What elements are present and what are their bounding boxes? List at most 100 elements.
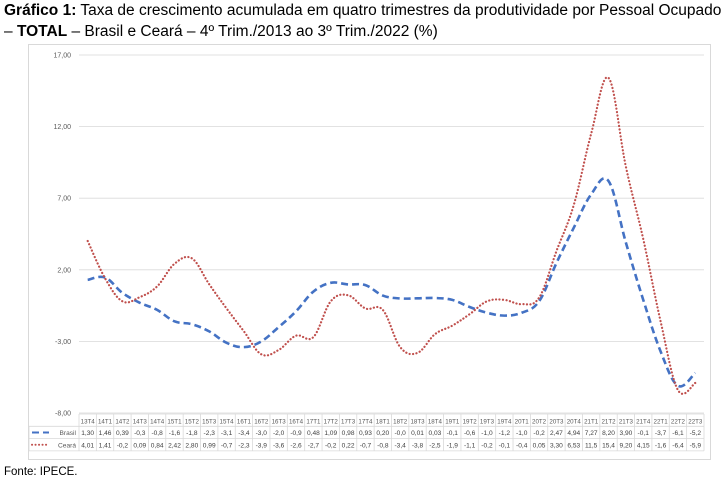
- x-tick-label: 18T2: [393, 418, 408, 425]
- data-label-brasil: -0,9: [290, 430, 302, 437]
- data-point-brasil: [243, 346, 245, 348]
- data-label-ceara: -0,7: [221, 442, 233, 449]
- data-point-ceara: [347, 294, 349, 296]
- x-tick-label: 15T3: [202, 418, 217, 425]
- data-label-ceara: -0,2: [117, 442, 129, 449]
- data-label-brasil: -0,0: [394, 430, 406, 437]
- x-tick-label: 19T1: [445, 418, 460, 425]
- data-point-ceara: [191, 257, 193, 259]
- legend-label-brasil: Brasil: [60, 430, 77, 437]
- x-tick-label: 18T4: [428, 418, 443, 425]
- data-label-brasil: -0,6: [464, 430, 476, 437]
- x-tick-label: 16T1: [237, 418, 252, 425]
- data-point-ceara: [104, 277, 106, 279]
- data-point-ceara: [607, 77, 609, 79]
- data-point-ceara: [677, 389, 679, 391]
- data-point-ceara: [312, 336, 314, 338]
- data-label-ceara: 3,30: [550, 442, 563, 449]
- data-label-brasil: -0,2: [533, 430, 545, 437]
- data-point-brasil: [590, 193, 592, 195]
- y-tick-label: 12,00: [53, 124, 71, 131]
- x-tick-label: 19T4: [497, 418, 512, 425]
- y-tick-label: -3,00: [55, 339, 71, 346]
- x-tick-label: 17T1: [306, 418, 321, 425]
- data-point-brasil: [434, 297, 436, 299]
- data-label-brasil: 0,39: [116, 430, 129, 437]
- data-point-brasil: [399, 297, 401, 299]
- x-tick-label: 14T4: [150, 418, 165, 425]
- data-point-brasil: [312, 290, 314, 292]
- caption-text-b: – Brasil e Ceará – 4º Trim./2013 ao 3º T…: [67, 23, 438, 40]
- data-label-ceara: -1,1: [464, 442, 476, 449]
- data-label-ceara: -2,5: [429, 442, 441, 449]
- data-point-brasil: [555, 262, 557, 264]
- data-point-ceara: [503, 299, 505, 301]
- data-label-brasil: -0,1: [447, 430, 459, 437]
- data-label-ceara: -2,7: [308, 442, 320, 449]
- data-point-brasil: [625, 241, 627, 243]
- caption-text-a: Taxa de crescimento acumulada em quatro …: [4, 2, 722, 40]
- data-label-ceara: -0,2: [325, 442, 337, 449]
- data-point-brasil: [694, 372, 696, 374]
- data-label-ceara: -3,4: [394, 442, 406, 449]
- data-label-ceara: 6,53: [567, 442, 580, 449]
- data-label-ceara: -2,3: [238, 442, 250, 449]
- data-label-brasil: 2,47: [550, 430, 563, 437]
- data-point-ceara: [468, 313, 470, 315]
- data-label-ceara: 0,84: [151, 442, 164, 449]
- source-note: Fonte: IPECE.: [4, 466, 78, 478]
- data-label-ceara: -3,8: [412, 442, 424, 449]
- data-point-brasil: [573, 226, 575, 228]
- data-label-ceara: -6,4: [672, 442, 684, 449]
- data-label-ceara: 0,09: [133, 442, 146, 449]
- x-tick-label: 19T3: [480, 418, 495, 425]
- data-point-ceara: [139, 296, 141, 298]
- data-point-brasil: [295, 310, 297, 312]
- data-label-brasil: 0,98: [342, 430, 355, 437]
- data-label-ceara: -0,2: [481, 442, 493, 449]
- series-line-brasil: [87, 176, 697, 388]
- x-tick-label: 22T3: [688, 418, 703, 425]
- x-tick-label: 17T4: [358, 418, 373, 425]
- data-label-brasil: -5,2: [690, 430, 702, 437]
- x-tick-label: 15T2: [185, 418, 200, 425]
- x-tick-label: 18T1: [376, 418, 391, 425]
- data-point-ceara: [382, 309, 384, 311]
- data-point-ceara: [625, 165, 627, 167]
- data-label-brasil: -1,2: [499, 430, 511, 437]
- data-label-ceara: -5,9: [690, 442, 702, 449]
- data-label-ceara: 0,99: [203, 442, 216, 449]
- line-chart: 17,00 12,00 7,00 2,00 -3,00 -8,00 13T4 14T1 14T2…: [29, 53, 705, 452]
- data-point-ceara: [694, 382, 696, 384]
- data-point-brasil: [86, 279, 88, 281]
- x-tick-label: 16T3: [272, 418, 287, 425]
- y-tick-label: -8,00: [55, 411, 71, 418]
- data-label-ceara: -0,1: [499, 442, 511, 449]
- data-label-ceara: 0,22: [342, 442, 355, 449]
- x-tick-label: 20T4: [567, 418, 582, 425]
- data-point-ceara: [521, 303, 523, 305]
- data-point-brasil: [225, 342, 227, 344]
- x-tick-label: 14T2: [115, 418, 130, 425]
- data-label-brasil: 4,94: [567, 430, 580, 437]
- data-point-brasil: [347, 283, 349, 285]
- data-label-brasil: -0,8: [151, 430, 163, 437]
- x-tick-label: 17T3: [341, 418, 356, 425]
- data-label-brasil: -1,6: [169, 430, 181, 437]
- data-label-brasil: 0,01: [411, 430, 424, 437]
- x-tick-label: 21T3: [619, 418, 634, 425]
- x-tick-label: 14T3: [133, 418, 148, 425]
- x-tick-label: 20T3: [549, 418, 564, 425]
- x-tick-label: 22T2: [671, 418, 686, 425]
- data-point-ceara: [243, 330, 245, 332]
- data-label-brasil: -3,4: [238, 430, 250, 437]
- data-point-brasil: [642, 299, 644, 301]
- data-point-brasil: [503, 314, 505, 316]
- y-tick-label: 7,00: [57, 196, 71, 203]
- data-point-brasil: [121, 292, 123, 294]
- data-label-ceara: -0,7: [360, 442, 372, 449]
- data-label-brasil: -0,3: [134, 430, 146, 437]
- data-label-brasil: -0,1: [638, 430, 650, 437]
- data-point-brasil: [659, 350, 661, 352]
- data-label-brasil: 0,20: [376, 430, 389, 437]
